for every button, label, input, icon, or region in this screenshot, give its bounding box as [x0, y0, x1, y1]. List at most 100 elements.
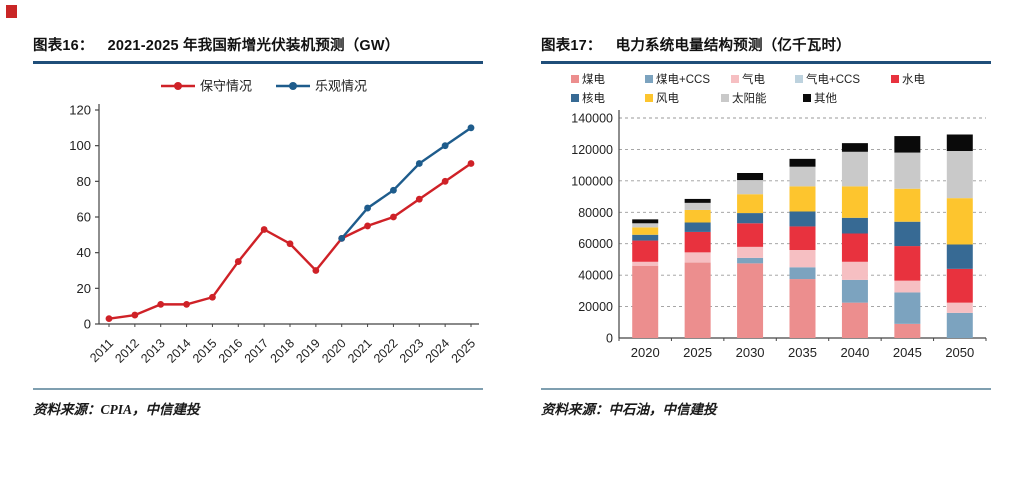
- legend-label: 乐观情况: [315, 79, 367, 94]
- bar-segment: [789, 279, 816, 338]
- y-tick-label: 120000: [571, 143, 613, 157]
- chart17-header: 图表17： 电力系统电量结构预测（亿千瓦时）: [541, 34, 991, 64]
- data-point: [390, 213, 397, 221]
- legend-swatch: [721, 94, 729, 102]
- legend-swatch: [731, 75, 739, 83]
- bar-segment: [946, 268, 973, 303]
- chart16-source-label: 资料来源：: [33, 402, 101, 417]
- x-tick-label: 2050: [945, 345, 974, 360]
- bar-segment: [946, 312, 973, 338]
- legend-label: 煤电+CCS: [656, 73, 710, 86]
- bar-segment: [894, 323, 921, 338]
- data-point: [441, 142, 449, 150]
- pv-line-chart-wrap: 保守情况 乐观情况 0 20 40 60 80 100 120 2011 2012 2013 2014 2…: [33, 66, 483, 388]
- data-point: [415, 160, 423, 167]
- data-point: [209, 293, 216, 301]
- bar-segment: [684, 209, 711, 223]
- bar-segment: [894, 152, 921, 189]
- x-tick-label: 2014: [164, 336, 194, 366]
- data-point: [312, 267, 320, 274]
- bar-segment: [632, 265, 659, 338]
- legend-label: 其他: [814, 92, 837, 105]
- legend-swatch: [795, 75, 803, 83]
- data-point: [183, 300, 190, 308]
- series-line: [340, 126, 472, 240]
- bar-segment: [894, 280, 921, 293]
- bar-segment: [789, 250, 816, 268]
- legend-swatch: [645, 75, 653, 83]
- legend-label: 气电: [742, 72, 765, 86]
- corner-logo-mark: [6, 5, 17, 18]
- x-tick-label: 2045: [893, 345, 922, 360]
- bar-segment: [894, 221, 921, 247]
- bar-segment: [841, 143, 868, 152]
- x-tick-label: 2015: [190, 336, 220, 366]
- data-point: [260, 226, 268, 233]
- y-tick-label: 0: [606, 332, 613, 346]
- legend-label: 气电+CCS: [806, 72, 860, 86]
- bar-segment: [841, 279, 868, 303]
- bar-segment: [632, 223, 659, 228]
- bar-segment: [684, 262, 711, 338]
- bar-segment: [737, 180, 764, 195]
- bar-segment: [841, 233, 868, 262]
- data-point: [131, 311, 139, 319]
- bar-segment: [946, 151, 973, 199]
- chart17-source-text: 中石油，中信建投: [608, 402, 717, 417]
- legend-label: 太阳能: [732, 91, 767, 105]
- y-tick-label: 40000: [578, 269, 613, 283]
- bar-segment: [684, 252, 711, 263]
- bar-segment: [946, 244, 973, 269]
- x-tick-label: 2016: [216, 336, 246, 366]
- bar-segment: [632, 240, 659, 262]
- data-point: [415, 195, 423, 203]
- bar-segment: [632, 219, 659, 224]
- y-tick-label: 20000: [578, 300, 613, 314]
- chart17-source: 资料来源：中石油，中信建投: [541, 388, 991, 418]
- data-point: [441, 177, 449, 185]
- bar-segment: [894, 246, 921, 281]
- bar-segment: [841, 151, 868, 187]
- bar-segment: [632, 227, 659, 235]
- bar-segment: [789, 267, 816, 280]
- chart17-source-label: 资料来源：: [541, 402, 609, 417]
- legend-label: 保守情况: [200, 79, 252, 94]
- x-tick-label: 2025: [683, 345, 712, 360]
- panel-power-structure: 图表17： 电力系统电量结构预测（亿千瓦时） 煤电 煤电+CCS 气电 气电+CCS 水电…: [541, 34, 991, 418]
- bar-segment: [789, 186, 816, 212]
- y-tick-label: 0: [84, 317, 91, 332]
- x-tick-label: 2021: [345, 336, 375, 366]
- power-stacked-chart-wrap: 煤电 煤电+CCS 气电 气电+CCS 水电 核电 风电 太阳能 其他 0 20000 40000 60…: [541, 66, 991, 388]
- legend-label: 煤电: [582, 73, 605, 86]
- legend-swatch: [891, 75, 899, 83]
- line-legend: 保守情况 乐观情况: [161, 79, 367, 94]
- bar-segment: [841, 261, 868, 280]
- data-point: [105, 315, 113, 323]
- chart16-source: 资料来源：CPIA，中信建投: [33, 388, 483, 418]
- chart16-title: 2021-2025 年我国新增光伏装机预测（GW）: [107, 38, 400, 54]
- legend-swatch: [645, 94, 653, 102]
- bar-segment: [684, 231, 711, 253]
- y-tick-label: 40: [77, 245, 91, 260]
- y-tick-label: 20: [77, 281, 91, 296]
- bar-segment: [737, 263, 764, 338]
- bar-segment: [737, 173, 764, 181]
- bar-segment: [894, 188, 921, 222]
- legend-marker: [174, 82, 182, 90]
- x-tick-label: 2025: [449, 336, 479, 366]
- bar-segment: [737, 223, 764, 247]
- x-tick-label: 2012: [112, 336, 142, 366]
- bar-segment: [946, 134, 973, 151]
- legend-label: 风电: [656, 92, 679, 105]
- bar-segment: [894, 292, 921, 324]
- bar-segment: [632, 234, 659, 241]
- bar-segment: [841, 217, 868, 234]
- x-tick-label: 2035: [788, 345, 817, 360]
- x-tick-label: 2011: [87, 336, 116, 365]
- chart-panels: 图表16： 2021-2025 年我国新增光伏装机预测（GW） 保守情况 乐观情况 0…: [33, 34, 991, 418]
- x-tick-label: 2030: [736, 345, 765, 360]
- data-point: [364, 222, 371, 230]
